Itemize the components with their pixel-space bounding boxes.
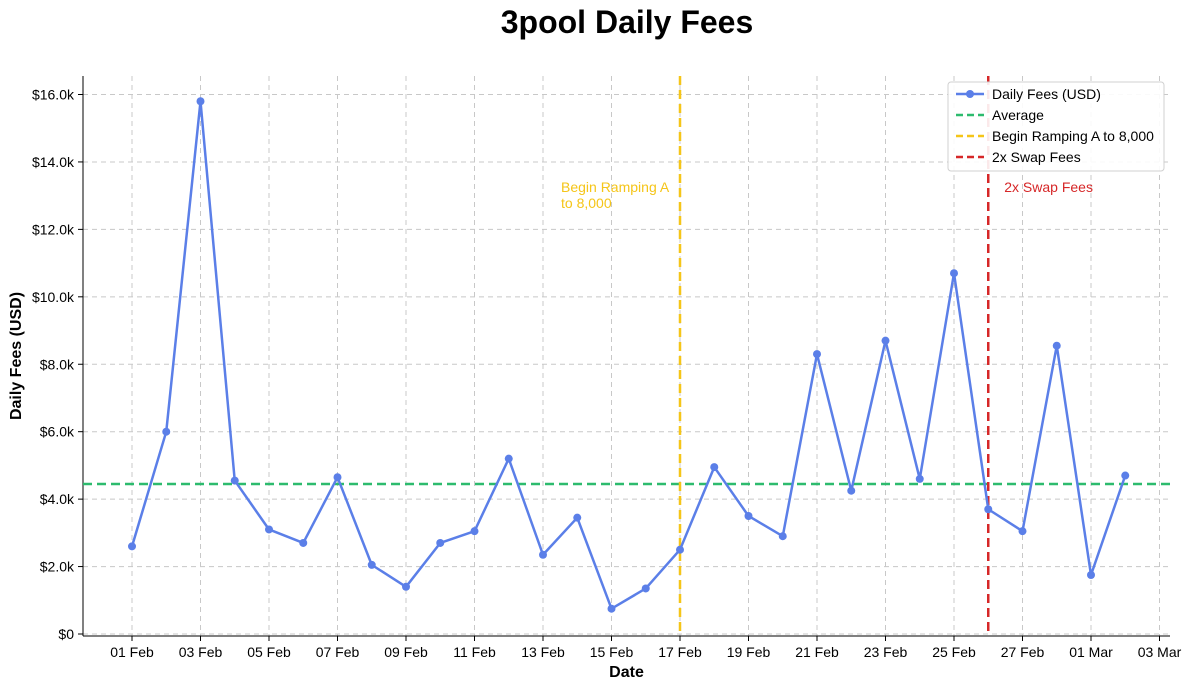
x-tick-label: 25 Feb	[932, 644, 976, 660]
legend-label: Begin Ramping A to 8,000	[992, 128, 1154, 144]
data-point	[128, 542, 136, 551]
data-point	[1087, 570, 1095, 579]
data-point	[367, 560, 376, 569]
data-point	[984, 505, 993, 514]
legend: Daily Fees (USD) Average Begin Ramping A t…	[947, 81, 1165, 172]
data-point	[470, 527, 479, 536]
data-point	[504, 454, 513, 463]
x-tick-label: 23 Feb	[864, 644, 908, 660]
grid	[83, 76, 1170, 636]
legend-marker	[966, 90, 974, 98]
legend-label: Daily Fees (USD)	[992, 86, 1101, 102]
x-tick-label: 05 Feb	[247, 644, 291, 660]
data-point	[881, 336, 890, 345]
y-tick-label: $16.0k	[32, 87, 75, 103]
data-point	[333, 473, 342, 482]
data-point	[1018, 527, 1027, 536]
data-point	[402, 582, 410, 591]
data-point	[196, 97, 205, 106]
event-annotation: to 8,000	[561, 195, 612, 211]
y-tick-label: $8.0k	[40, 356, 75, 372]
x-tick-label: 01 Feb	[110, 644, 154, 660]
y-axis-title: Daily Fees (USD)	[8, 292, 25, 420]
data-point	[436, 538, 445, 547]
data-point	[847, 486, 856, 495]
data-point	[710, 463, 719, 472]
x-tick-label: 01 Mar	[1069, 644, 1113, 660]
data-point	[607, 604, 616, 613]
x-tick-label: 27 Feb	[1001, 644, 1045, 660]
data-point	[676, 545, 684, 554]
data-point	[265, 525, 273, 534]
legend-label: Average	[992, 107, 1044, 123]
legend-box	[947, 81, 1165, 172]
y-tick-label: $14.0k	[32, 154, 75, 170]
chart-title: 3pool Daily Fees	[500, 4, 754, 40]
data-point	[1052, 341, 1061, 350]
y-tick-label: $0	[58, 626, 74, 642]
data-point	[1121, 471, 1130, 480]
x-axis-title: Date	[609, 664, 644, 681]
data-point	[641, 584, 650, 593]
x-tick-label: 03 Mar	[1138, 644, 1182, 660]
data-point	[915, 474, 924, 483]
data-point	[744, 511, 753, 520]
data-point	[230, 476, 239, 485]
x-tick-label: 19 Feb	[727, 644, 771, 660]
y-tick-label: $4.0k	[40, 491, 75, 507]
series-line	[130, 99, 1127, 610]
x-tick-label: 13 Feb	[521, 644, 565, 660]
data-point	[162, 427, 171, 436]
data-point	[778, 532, 787, 541]
x-tick-label: 17 Feb	[658, 644, 702, 660]
data-point	[539, 550, 547, 559]
y-tick-label: $12.0k	[32, 221, 75, 237]
x-tick-label: 11 Feb	[453, 644, 496, 660]
legend-label: 2x Swap Fees	[992, 149, 1081, 165]
data-point	[813, 350, 821, 359]
x-tick-label: 03 Feb	[179, 644, 223, 660]
event-annotation: 2x Swap Fees	[1004, 179, 1093, 195]
x-tick-label: 09 Feb	[384, 644, 428, 660]
data-point	[573, 513, 582, 522]
y-tick-label: $2.0k	[40, 559, 75, 575]
data-point	[950, 269, 958, 278]
y-tick-label: $10.0k	[32, 289, 75, 305]
x-tick-label: 21 Feb	[795, 644, 839, 660]
data-point	[299, 538, 308, 547]
y-tick-label: $6.0k	[40, 424, 75, 440]
x-tick-label: 15 Feb	[590, 644, 634, 660]
event-annotation: Begin Ramping A	[561, 179, 670, 195]
x-tick-label: 07 Feb	[316, 644, 360, 660]
